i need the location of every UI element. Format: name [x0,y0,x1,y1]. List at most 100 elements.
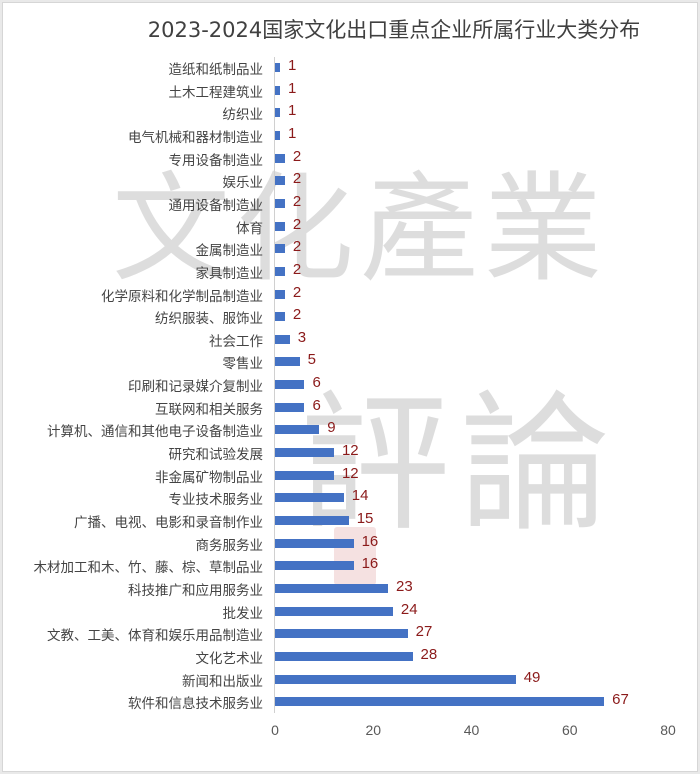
bar [275,357,300,367]
bar [275,493,344,503]
bar-row: 木材加工和木、竹、藤、棕、草制品业 16 [0,554,700,576]
data-label: 28 [420,645,438,663]
bar [275,516,349,525]
bar [275,583,388,593]
category-label: 印刷和记录媒介复制业 [128,379,263,396]
y-axis-line [274,57,275,713]
bar [275,674,516,684]
category-label: 新闻和出版业 [182,673,263,690]
bar-row: 批发业 24 [0,600,700,622]
bar [275,651,413,661]
bar-row: 化学原料和化学制品制造业 2 [0,283,700,305]
data-label: 2 [292,147,302,165]
bar [275,380,305,390]
data-label: 12 [341,442,359,460]
bar [275,425,320,435]
bar-row: 家具制造业 2 [0,260,700,282]
x-tick-label: 60 [561,722,578,738]
bar [275,108,280,118]
bar [275,334,290,344]
bar-row: 文化艺术业 28 [0,645,700,667]
data-label: 27 [415,623,433,641]
bar-row: 零售业 5 [0,350,700,372]
bar-row: 文教、工美、体育和娱乐用品制造业 27 [0,622,700,644]
data-label: 2 [292,306,302,324]
category-label: 纺织服装、服饰业 [155,311,263,328]
bar-row: 体育 2 [0,215,700,237]
data-label: 6 [312,374,321,392]
data-label: 14 [351,487,369,505]
category-label: 商务服务业 [195,537,264,554]
bar [275,176,285,186]
bar [275,266,285,276]
category-label: 文化艺术业 [195,650,264,667]
bar [275,538,354,548]
data-label: 15 [356,510,374,527]
bar [275,606,393,616]
bar-row: 非金属矿物制品业 12 [0,464,700,486]
bar [275,561,354,571]
bar [275,312,285,322]
bar-row: 土木工程建筑业 1 [0,79,700,101]
bar-row: 娱乐业 2 [0,169,700,191]
bar-row: 专用设备制造业 2 [0,147,700,169]
data-label: 1 [288,124,297,142]
bar [275,697,605,707]
category-label: 批发业 [222,605,264,622]
x-tick-label: 80 [660,722,676,738]
bar-row: 专业技术服务业 14 [0,486,700,508]
data-label: 9 [327,419,336,437]
category-label: 土木工程建筑业 [168,84,264,101]
data-label: 12 [341,464,359,482]
data-label: 2 [292,170,302,188]
data-label: 2 [292,260,302,278]
data-label: 3 [297,328,307,346]
data-label: 2 [292,238,302,256]
red-seal-stamp [334,527,376,585]
data-label: 1 [288,102,297,120]
data-label: 2 [292,192,302,210]
data-label: 23 [395,577,413,595]
bar-row: 研究和试验发展 12 [0,441,700,463]
bar-row: 商务服务业 16 [0,532,700,554]
chart-title: 2023-2024国家文化出口重点企业所属行业大类分布 [147,18,641,42]
bar [275,85,280,95]
bar [275,221,285,231]
x-tick-label: 40 [463,722,480,738]
bar-row: 互联网和相关服务 6 [0,396,700,418]
category-label: 娱乐业 [222,175,264,192]
bar-row: 软件和信息技术服务业 67 [0,690,700,712]
data-label: 16 [361,555,379,573]
category-label: 软件和信息技术服务业 [128,696,263,713]
bar-row: 金属制造业 2 [0,237,700,259]
data-label: 2 [292,215,302,233]
category-label: 家具制造业 [195,265,264,282]
bar-row: 广播、电视、电影和录音制作业 15 [0,509,700,531]
data-label: 24 [400,600,418,618]
bar-row: 纺织服装、服饰业 2 [0,305,700,327]
bar-row: 科技推广和应用服务业 23 [0,577,700,599]
bar [275,629,408,639]
data-label: 1 [288,57,297,74]
data-label: 67 [612,691,629,709]
bar-row: 电气机械和器材制造业 1 [0,124,700,146]
category-label: 造纸和纸制品业 [168,62,264,78]
bar [275,448,334,458]
category-label: 木材加工和木、竹、藤、棕、草制品业 [33,560,264,577]
bar [275,130,280,140]
data-label: 1 [288,79,297,97]
category-label: 专业技术服务业 [168,492,264,509]
data-label: 2 [292,283,302,301]
bar [275,198,285,208]
category-label: 广播、电视、电影和录音制作业 [74,515,263,531]
category-label: 体育 [236,220,263,237]
category-label: 专用设备制造业 [168,152,264,169]
category-label: 化学原料和化学制品制造业 [101,288,263,305]
bar [275,63,280,72]
category-label: 互联网和相关服务 [155,401,263,418]
x-tick-label: 20 [365,722,382,738]
bar-row: 纺织业 1 [0,101,700,123]
bar-row: 计算机、通信和其他电子设备制造业 9 [0,418,700,440]
data-label: 16 [361,532,379,550]
data-label: 6 [312,396,321,414]
